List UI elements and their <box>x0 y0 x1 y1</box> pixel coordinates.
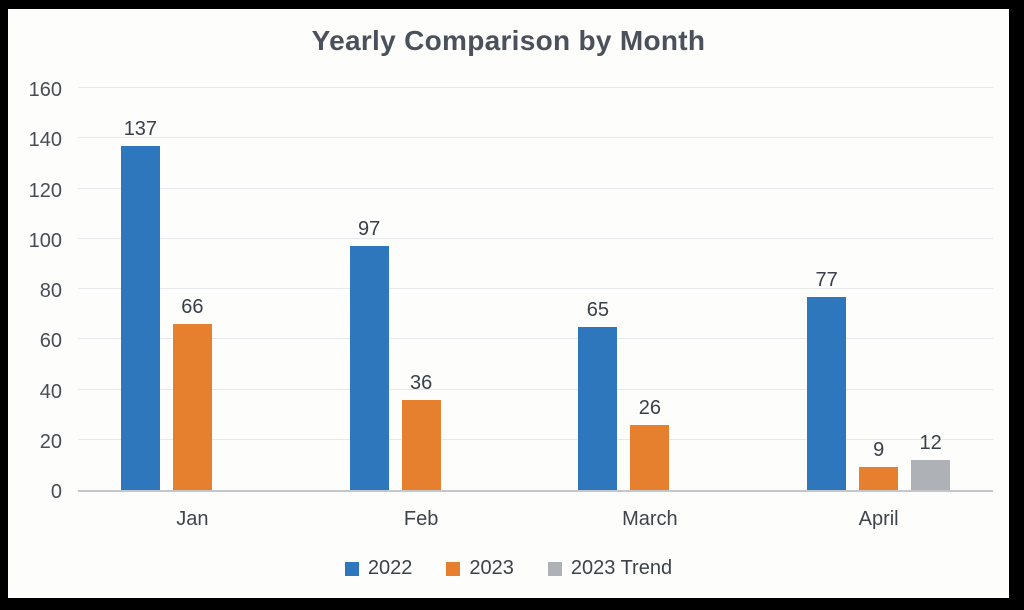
bar-slot: 65 <box>578 298 618 490</box>
y-tick-label: 0 <box>50 481 62 503</box>
bar-value-label: 137 <box>123 117 158 140</box>
bar-slot: 12 <box>911 431 951 490</box>
y-axis: 0 20 40 60 80 100 120 140 160 <box>8 79 62 503</box>
bar-value-label: 65 <box>586 298 609 321</box>
bar-value-label: 26 <box>638 396 661 419</box>
legend-swatch-icon <box>547 561 562 576</box>
plot-area: 137 66 97 36 65 26 77 9 12 <box>78 87 993 492</box>
bar-slot: 36 <box>401 371 441 490</box>
bar-group: 97 36 <box>307 90 536 490</box>
grid-line <box>78 237 993 239</box>
bar-slot: 9 <box>859 439 899 490</box>
legend-swatch-icon <box>446 561 461 576</box>
y-tick-label: 140 <box>28 129 62 152</box>
bar-2022 <box>578 326 618 490</box>
x-tick-label: Feb <box>403 508 439 530</box>
legend-label: 2022 <box>367 557 413 579</box>
y-tick-label: 20 <box>39 430 62 453</box>
grid-line <box>78 187 993 189</box>
y-tick-label: 120 <box>28 179 62 202</box>
x-tick-label: Jan <box>176 508 209 530</box>
bar-slot: 137 <box>120 117 160 490</box>
bar-group: 137 66 <box>78 90 307 490</box>
x-axis: Jan Feb March April <box>78 508 993 531</box>
y-tick-label: 60 <box>39 330 62 353</box>
bar-value-label: 97 <box>358 218 381 241</box>
bar-groups: 137 66 97 36 65 26 77 9 12 <box>78 90 993 490</box>
bar-2022 <box>349 246 389 490</box>
bar-value-label: 12 <box>919 431 942 454</box>
y-tick-label: 40 <box>39 380 62 403</box>
legend: 2022 2023 2023 Trend <box>8 557 1009 580</box>
legend-swatch-icon <box>344 561 359 576</box>
bar-value-label: 66 <box>181 296 204 319</box>
chart-canvas: Yearly Comparison by Month 0 20 40 60 80 100 1… <box>8 9 1009 598</box>
legend-label: 2023 <box>469 557 514 579</box>
legend-item: 2023 <box>446 557 514 580</box>
grid-line <box>78 388 993 390</box>
bar-slot: 97 <box>349 218 389 490</box>
bar-value-label: 36 <box>410 371 433 394</box>
grid-line <box>78 87 993 88</box>
bar-slot: 66 <box>172 296 212 490</box>
chart-title: Yearly Comparison by Month <box>311 25 706 56</box>
grid-line <box>78 438 993 440</box>
bar-2023 <box>859 467 899 490</box>
bar-group: 77 9 12 <box>764 90 993 490</box>
y-tick-label: 100 <box>28 229 62 252</box>
bar-slot: 26 <box>630 396 670 490</box>
y-tick-label: 160 <box>28 79 62 101</box>
grid-line <box>78 137 993 139</box>
bar-2023-trend <box>911 459 951 490</box>
legend-item: 2022 <box>344 557 413 580</box>
legend-label: 2023 Trend <box>570 557 673 579</box>
bar-group: 65 26 <box>536 90 765 490</box>
bar-value-label: 77 <box>815 268 838 291</box>
legend-item: 2023 Trend <box>547 557 673 580</box>
grid-line <box>78 338 993 340</box>
bar-value-label: 9 <box>873 439 885 462</box>
y-tick-label: 80 <box>39 280 62 302</box>
x-tick-label: March <box>622 508 678 530</box>
bar-slot: 77 <box>807 268 847 490</box>
bar-2023 <box>172 324 212 490</box>
bar-2023 <box>630 424 670 490</box>
bar-2023 <box>401 399 441 490</box>
bar-2022 <box>807 296 847 490</box>
grid-line <box>78 288 993 289</box>
x-tick-label: April <box>858 508 899 530</box>
bar-2022 <box>120 145 160 490</box>
